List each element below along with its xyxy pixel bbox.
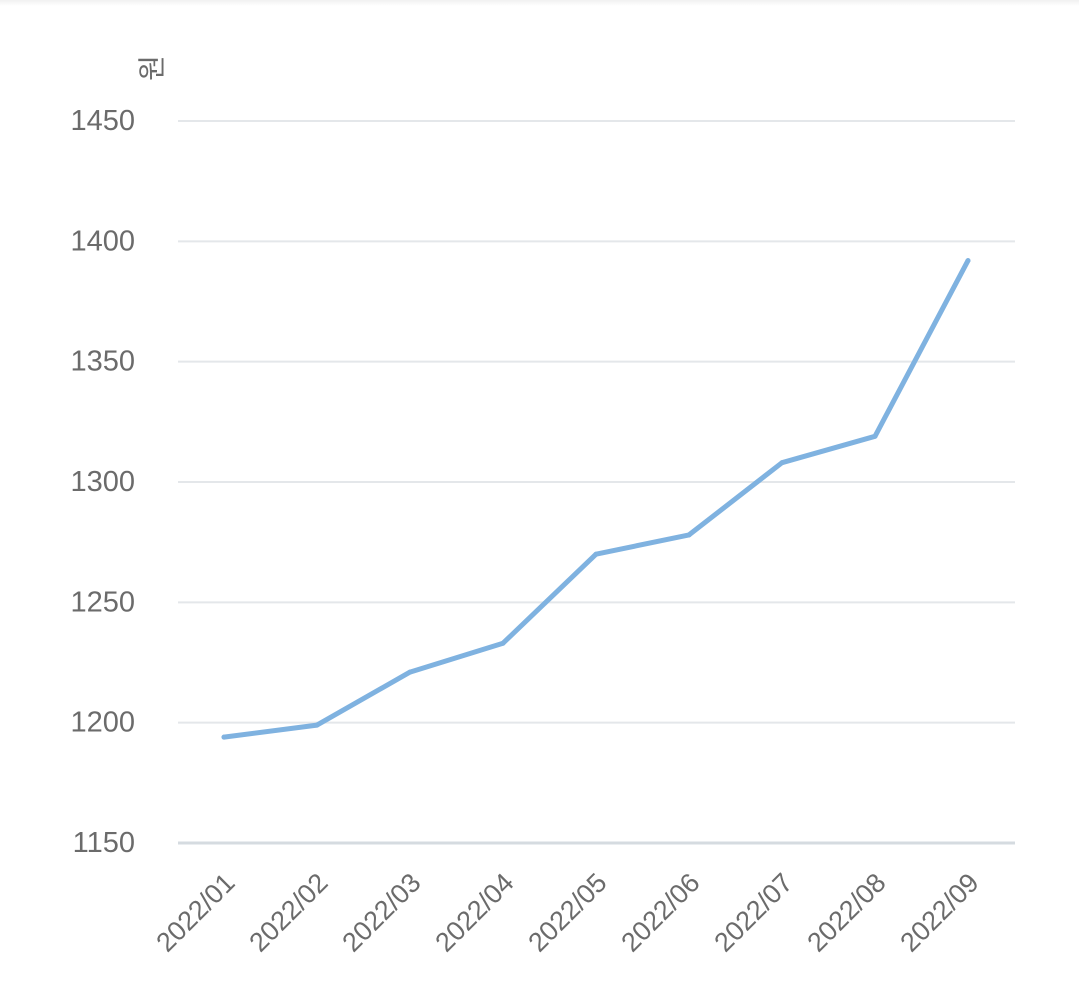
x-axis-ticks: 2022/01 2022/02 2022/03 2022/04 2022/05 2022/… bbox=[150, 867, 984, 957]
data-point bbox=[872, 433, 878, 439]
x-tick-label: 2022/09 bbox=[894, 867, 984, 957]
series-layer bbox=[221, 258, 971, 740]
x-tick-label: 2022/07 bbox=[708, 867, 798, 957]
data-point bbox=[686, 532, 692, 538]
y-tick-label: 1300 bbox=[70, 466, 135, 498]
x-tick-label: 2022/08 bbox=[801, 867, 891, 957]
data-point bbox=[500, 640, 506, 646]
y-tick-label: 1350 bbox=[70, 346, 135, 378]
y-tick-label: 1200 bbox=[70, 707, 135, 739]
x-tick-label: 2022/03 bbox=[336, 867, 426, 957]
y-tick-label: 1150 bbox=[73, 827, 135, 859]
x-tick-label: 2022/04 bbox=[429, 867, 519, 957]
data-point bbox=[779, 460, 785, 466]
y-axis-ticks: 1150 1200 1250 1300 1350 1400 1450 bbox=[70, 105, 135, 859]
x-tick-label: 2022/05 bbox=[522, 867, 612, 957]
data-point bbox=[221, 734, 227, 740]
data-point bbox=[314, 722, 320, 728]
y-tick-label: 1250 bbox=[70, 586, 135, 618]
x-tick-label: 2022/02 bbox=[243, 867, 333, 957]
data-point bbox=[593, 551, 599, 557]
gridlines bbox=[178, 120, 1015, 845]
y-axis-unit-label: 원 bbox=[137, 55, 168, 81]
y-tick-label: 1400 bbox=[70, 225, 135, 257]
data-point bbox=[407, 669, 413, 675]
top-shade bbox=[0, 0, 1079, 6]
data-point bbox=[965, 258, 971, 264]
series-line bbox=[221, 258, 971, 740]
x-tick-label: 2022/06 bbox=[615, 867, 705, 957]
y-tick-label: 1450 bbox=[70, 105, 135, 137]
x-tick-label: 2022/01 bbox=[150, 867, 240, 957]
